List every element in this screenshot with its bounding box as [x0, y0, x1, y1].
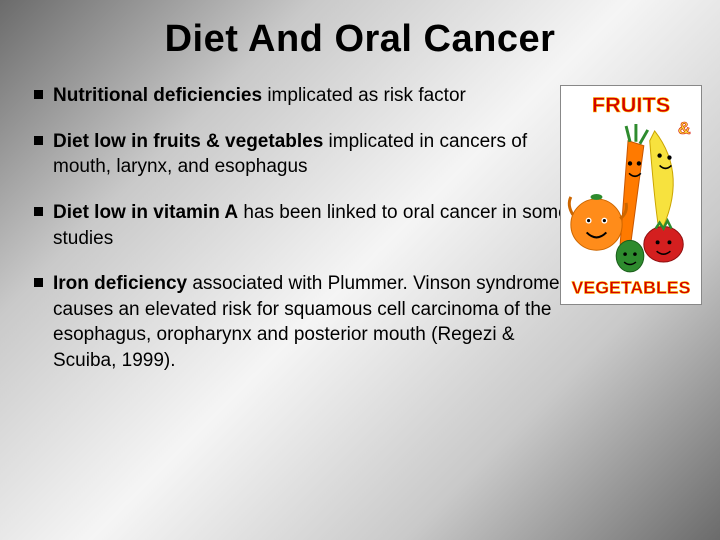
bullet-bold: Iron deficiency	[53, 273, 187, 294]
bullet-text: Iron deficiency associated with Plummer.…	[53, 271, 570, 374]
tomato-eye	[667, 240, 671, 244]
clipart-bottom-text: VEGETABLES	[572, 278, 691, 298]
tomato-eye	[656, 240, 660, 244]
banana-eye	[667, 155, 671, 159]
orange-leaf	[591, 194, 603, 200]
orange-eye	[603, 219, 606, 222]
orange-icon	[571, 199, 622, 250]
bullet-text: Diet low in fruits & vegetables implicat…	[53, 129, 570, 180]
list-item: Nutritional deficiencies implicated as r…	[30, 83, 570, 109]
banana-eye	[657, 153, 661, 157]
fruits-vegetables-clipart: FRUITS &	[560, 85, 702, 305]
clipart-svg: FRUITS &	[561, 86, 701, 304]
carrot-icon	[620, 141, 644, 249]
bullet-marker-icon	[34, 90, 43, 99]
carrot-eye	[628, 161, 632, 165]
bullet-marker-icon	[34, 207, 43, 216]
clipart-top-text: FRUITS	[592, 92, 670, 117]
pepper-eye	[623, 252, 627, 256]
pepper-eye	[633, 252, 637, 256]
bullet-text: Nutritional deficiencies implicated as r…	[53, 83, 570, 109]
list-item: Diet low in vitamin A has been linked to…	[30, 200, 570, 251]
bullet-bold: Nutritional deficiencies	[53, 85, 262, 106]
bullet-list: Nutritional deficiencies implicated as r…	[30, 83, 570, 374]
list-item: Diet low in fruits & vegetables implicat…	[30, 129, 570, 180]
pepper-icon	[616, 240, 644, 272]
bullet-text: Diet low in vitamin A has been linked to…	[53, 200, 570, 251]
carrot-leaves	[626, 124, 648, 144]
slide: Diet And Oral Cancer Nutritional deficie…	[0, 0, 720, 540]
bullet-marker-icon	[34, 278, 43, 287]
orange-eye	[587, 219, 590, 222]
tomato-icon	[644, 227, 683, 262]
banana-icon	[650, 131, 674, 235]
orange-arm	[569, 197, 573, 215]
page-title: Diet And Oral Cancer	[30, 18, 690, 61]
bullet-bold: Diet low in vitamin A	[53, 202, 238, 223]
bullet-rest: implicated as risk factor	[262, 85, 466, 106]
list-item: Iron deficiency associated with Plummer.…	[30, 271, 570, 374]
clipart-amp: &	[678, 118, 691, 138]
bullet-bold: Diet low in fruits & vegetables	[53, 131, 323, 152]
carrot-eye	[637, 161, 641, 165]
bullet-marker-icon	[34, 136, 43, 145]
